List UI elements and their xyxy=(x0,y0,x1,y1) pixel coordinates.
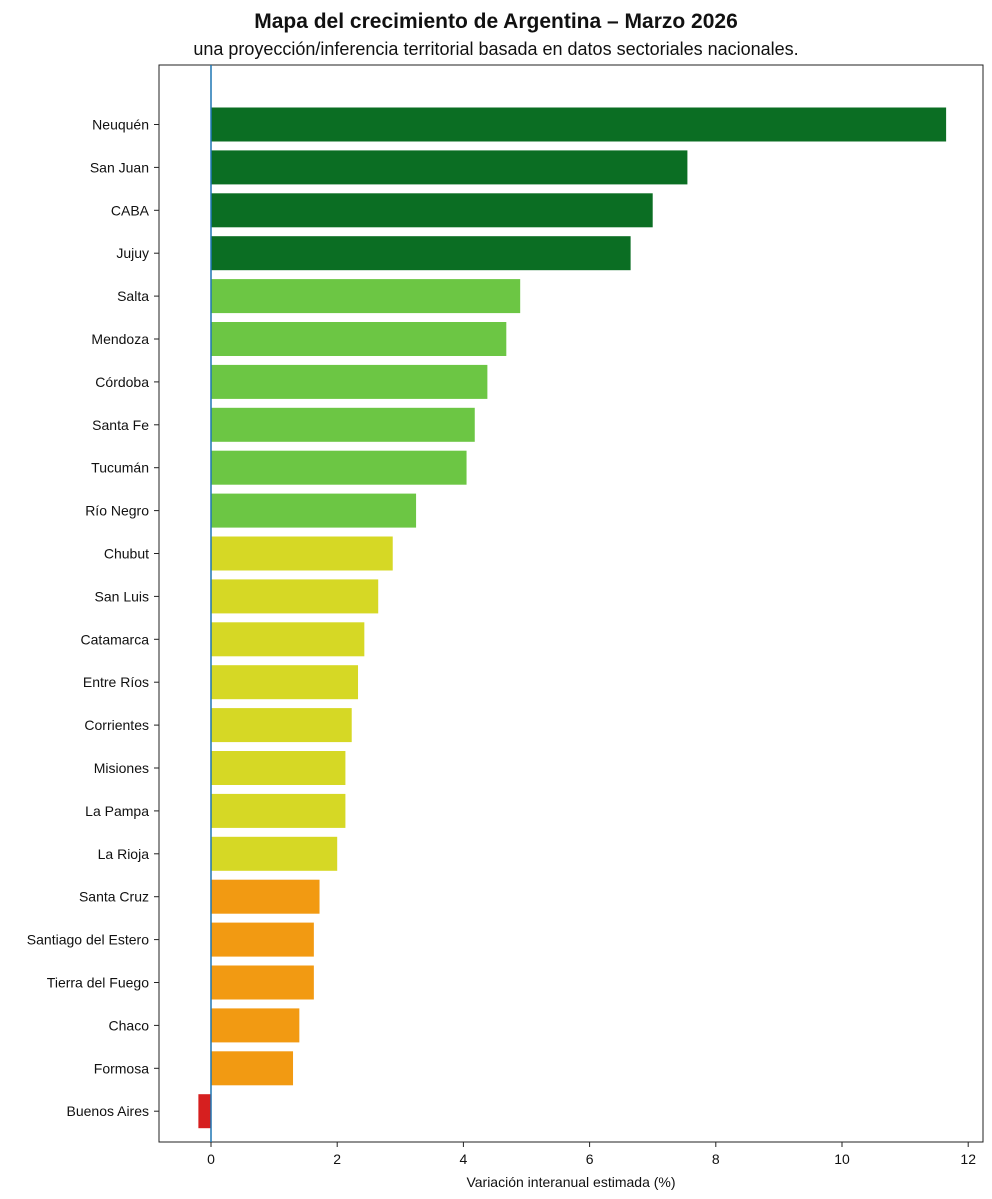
y-tick-label: Tierra del Fuego xyxy=(47,975,149,991)
bar-neuquen xyxy=(211,107,947,142)
y-tick-label: Entre Ríos xyxy=(83,674,149,690)
bar-mendoza xyxy=(211,322,507,356)
bar-la-pampa xyxy=(211,793,346,828)
y-tick-label: Mendoza xyxy=(91,331,149,347)
y-tick-label: Jujuy xyxy=(116,245,149,261)
y-tick-label: Catamarca xyxy=(81,631,150,647)
bar-caba xyxy=(211,193,653,228)
bar-chaco xyxy=(211,1008,300,1043)
bar-chubut xyxy=(211,536,393,571)
x-tick-label: 6 xyxy=(586,1151,594,1167)
x-tick-label: 10 xyxy=(834,1151,850,1167)
bar-formosa xyxy=(211,1051,294,1086)
bar-corrientes xyxy=(211,708,352,743)
y-tick-label: Chubut xyxy=(104,546,149,562)
bar-tierra-del-fuego xyxy=(211,965,314,1000)
y-tick-label: Córdoba xyxy=(95,374,149,390)
y-tick-label: Neuquén xyxy=(92,117,149,133)
bar-san-luis xyxy=(211,579,379,614)
y-tick-label: Formosa xyxy=(94,1060,149,1076)
x-tick-label: 2 xyxy=(333,1151,341,1167)
bar-salta xyxy=(211,279,521,314)
bar-jujuy xyxy=(211,236,631,271)
bars-layer xyxy=(198,107,947,1129)
y-axis: Neuquén San Juan CABA Jujuy Salta Mendoza Córd… xyxy=(27,117,159,1119)
bar-santiago-del-estero xyxy=(211,922,314,957)
x-axis-label: Variación interanual estimada (%) xyxy=(466,1174,675,1190)
y-tick-label: Santiago del Estero xyxy=(27,932,149,948)
bar-la-rioja xyxy=(211,836,338,871)
x-tick-label: 4 xyxy=(460,1151,468,1167)
plot-frame xyxy=(158,64,984,1143)
x-axis: 0 2 4 6 8 10 12 xyxy=(207,1142,976,1167)
y-tick-label: CABA xyxy=(111,202,150,218)
bar-misiones xyxy=(211,751,346,785)
chart-subtitle: una proyección/inferencia territorial ba… xyxy=(193,39,799,59)
x-tick-label: 8 xyxy=(712,1151,720,1167)
y-tick-label: Buenos Aires xyxy=(67,1103,150,1119)
x-tick-label: 12 xyxy=(960,1151,976,1167)
y-tick-label: Misiones xyxy=(94,760,149,776)
chart-title: Mapa del crecimiento de Argentina – Marz… xyxy=(254,10,738,33)
bar-catamarca xyxy=(211,622,365,657)
y-tick-label: San Juan xyxy=(90,159,149,175)
bar-san-juan xyxy=(211,150,688,185)
y-tick-label: Chaco xyxy=(109,1017,150,1033)
x-tick-label: 0 xyxy=(207,1151,215,1167)
y-tick-label: La Rioja xyxy=(98,846,150,862)
y-tick-label: Corrientes xyxy=(84,717,149,733)
bar-santa-cruz xyxy=(211,879,320,914)
bar-tucuman xyxy=(211,450,467,485)
y-tick-label: Santa Fe xyxy=(92,417,149,433)
bar-entre-rios xyxy=(211,665,359,700)
y-tick-label: Salta xyxy=(117,288,149,304)
y-tick-label: Tucumán xyxy=(91,460,149,476)
bar-rio-negro xyxy=(211,493,417,528)
bar-santa-fe xyxy=(211,407,475,442)
bar-buenos-aires xyxy=(198,1094,211,1129)
bar-cordoba xyxy=(211,364,488,399)
y-tick-label: San Luis xyxy=(95,588,149,604)
y-tick-label: Río Negro xyxy=(85,503,149,519)
y-tick-label: La Pampa xyxy=(85,803,149,819)
y-tick-label: Santa Cruz xyxy=(79,889,149,905)
